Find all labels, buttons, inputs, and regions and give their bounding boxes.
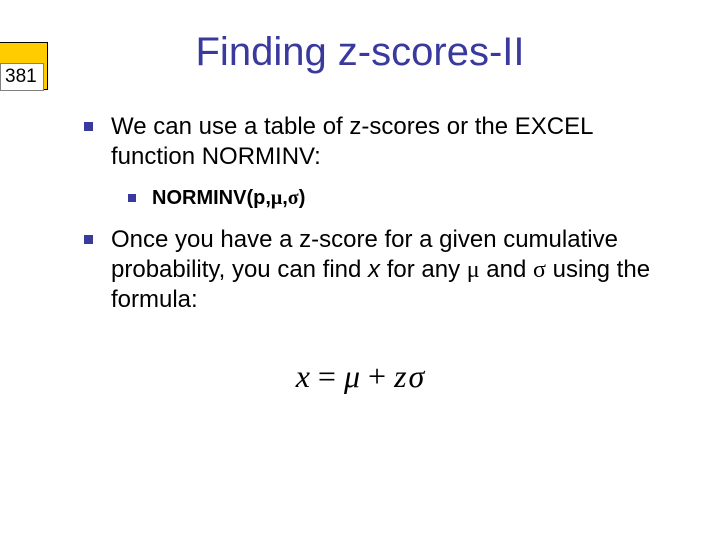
bullet-1-text: We can use a table of z-scores or the EX…: [111, 112, 672, 172]
bullet-1: We can use a table of z-scores or the EX…: [84, 112, 672, 172]
formula-plus: +: [360, 358, 394, 394]
bullet-2: NORMINV(p,μ,σ): [128, 186, 672, 211]
formula-mu: μ: [344, 358, 360, 394]
slide-title: Finding z-scores-II: [0, 30, 720, 75]
bullet-square-icon: [128, 194, 136, 202]
formula-z: z: [394, 358, 406, 394]
formula: x = μ + zσ: [0, 358, 720, 395]
bullet-square-icon: [84, 122, 93, 131]
mu-symbol: μ: [467, 257, 480, 283]
formula-eq: =: [310, 358, 344, 394]
x-italic: x: [368, 256, 380, 283]
sigma-symbol: σ: [288, 187, 299, 209]
sigma-symbol: σ: [533, 257, 546, 283]
bullet-3-part-c: and: [480, 256, 533, 283]
bullet-2-close: ): [299, 187, 306, 209]
bullet-square-icon: [84, 235, 93, 244]
slide: 381 Finding z-scores-II We can use a tab…: [0, 0, 720, 540]
mu-symbol: μ: [271, 187, 282, 209]
bullet-3: Once you have a z-score for a given cumu…: [84, 225, 672, 315]
bullet-2-text: NORMINV(p,μ,σ): [152, 186, 305, 211]
content-area: We can use a table of z-scores or the EX…: [84, 112, 672, 329]
formula-sigma: σ: [409, 358, 425, 394]
bullet-3-part-b: for any: [380, 256, 467, 283]
bullet-3-text: Once you have a z-score for a given cumu…: [111, 225, 672, 315]
formula-x: x: [296, 358, 310, 394]
bullet-2-prefix: NORMINV(p,: [152, 187, 271, 209]
